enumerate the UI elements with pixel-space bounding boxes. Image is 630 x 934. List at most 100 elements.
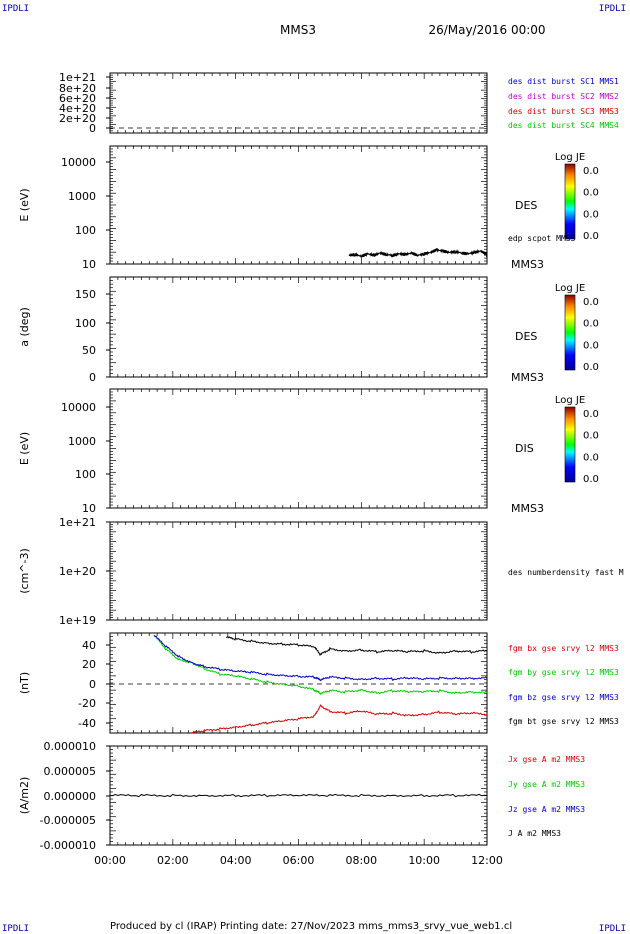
y-tick-label: 10000 bbox=[61, 401, 96, 414]
legend-entry: des dist burst SC2 MMS2 bbox=[508, 92, 619, 101]
spacecraft-label: MMS3 bbox=[511, 502, 544, 515]
colorbar-label: 0.0 bbox=[583, 409, 599, 420]
series-line-bz bbox=[153, 634, 488, 682]
y-tick-label: 1e+20 bbox=[59, 565, 96, 578]
colorbar-label: 0.0 bbox=[583, 340, 599, 351]
legend-entry: des numberdensity fast M bbox=[508, 568, 624, 577]
y-tick-label: 10000 bbox=[61, 156, 96, 169]
y-axis-label: (nT) bbox=[18, 672, 31, 694]
corner-label-bottom-left: IPDLI bbox=[2, 924, 30, 934]
y-tick-label: 50 bbox=[82, 344, 96, 357]
panel-frame bbox=[109, 145, 488, 265]
legend-entry: fgm bz gse srvy l2 MMS3 bbox=[508, 693, 619, 702]
y-tick-label: -0.000005 bbox=[40, 814, 96, 827]
y-tick-label: 150 bbox=[75, 288, 96, 301]
legend-entry: des dist burst SC1 MMS1 bbox=[508, 77, 619, 86]
y-axis-label: E (eV) bbox=[18, 432, 31, 465]
y-tick-label: 10 bbox=[82, 502, 96, 515]
y-tick-label: 1e+19 bbox=[59, 614, 96, 627]
colorbar-label: 0.0 bbox=[583, 431, 599, 442]
series-line-j bbox=[109, 793, 488, 798]
y-tick-label: 6e+20 bbox=[59, 92, 96, 105]
product-label: DES bbox=[515, 330, 537, 343]
legend-entry: des dist burst SC4 MMS4 bbox=[508, 121, 619, 130]
y-tick-label: 100 bbox=[75, 317, 96, 330]
legend-entry: J A m2 MMS3 bbox=[508, 829, 561, 838]
spacecraft-label: MMS3 bbox=[511, 371, 544, 384]
overlay-label: edp scpot MMS3 bbox=[508, 234, 576, 243]
legend-entry: des dist burst SC3 MMS3 bbox=[508, 107, 619, 116]
overlay-series-line bbox=[348, 247, 488, 259]
y-tick-label: 1000 bbox=[68, 190, 96, 203]
y-tick-label: 0.000000 bbox=[44, 790, 97, 803]
y-tick-label: 1000 bbox=[68, 435, 96, 448]
colorbar-title: Log JE bbox=[555, 152, 585, 163]
colorbar-label: 0.0 bbox=[583, 209, 599, 220]
colorbar-title: Log JE bbox=[555, 395, 585, 406]
product-label: DES bbox=[515, 199, 537, 212]
y-tick-label: 8e+20 bbox=[59, 82, 96, 95]
y-tick-label: 0.000010 bbox=[44, 740, 97, 753]
colorbar-label: 0.0 bbox=[583, 188, 599, 199]
panel-frame bbox=[109, 521, 488, 621]
colorbar-label: 0.0 bbox=[583, 166, 599, 177]
x-tick-label: 12:00 bbox=[471, 854, 503, 867]
panel-frame bbox=[109, 276, 488, 378]
legend-entry: fgm bt gse srvy l2 MMS3 bbox=[508, 717, 619, 726]
y-tick-label: 2e+20 bbox=[59, 112, 96, 125]
series-line-bx bbox=[191, 704, 488, 734]
series-line-bt bbox=[226, 635, 488, 657]
colorbar-label: 0.0 bbox=[583, 474, 599, 485]
product-label: DIS bbox=[515, 442, 534, 455]
series-line-by bbox=[153, 634, 488, 695]
y-tick-label: 10 bbox=[82, 258, 96, 271]
colorbar-label: 0.0 bbox=[583, 362, 599, 373]
panel-frame bbox=[109, 388, 488, 509]
x-tick-label: 10:00 bbox=[408, 854, 440, 867]
colorbar bbox=[564, 163, 576, 240]
y-tick-label: 100 bbox=[75, 468, 96, 481]
y-axis-label: E (eV) bbox=[18, 188, 31, 221]
legend-entry: fgm by gse srvy l2 MMS3 bbox=[508, 668, 619, 677]
spacecraft-title: MMS3 bbox=[280, 23, 316, 37]
spacecraft-label: MMS3 bbox=[511, 258, 544, 271]
y-tick-label: 20 bbox=[82, 658, 96, 671]
legend-entry: Jy gse A m2 MMS3 bbox=[508, 780, 585, 789]
panel-frame bbox=[109, 72, 488, 134]
y-tick-label: 0 bbox=[89, 678, 96, 691]
corner-label-top-right: IPDLI bbox=[598, 4, 626, 14]
y-tick-label: 0 bbox=[89, 371, 96, 384]
colorbar bbox=[564, 406, 576, 483]
legend-entry: fgm bx gse srvy l2 MMS3 bbox=[508, 644, 619, 653]
y-tick-label: -20 bbox=[78, 697, 96, 710]
y-tick-label: 1e+21 bbox=[59, 516, 96, 529]
datetime-title: 26/May/2016 00:00 bbox=[428, 23, 545, 37]
x-tick-label: 08:00 bbox=[345, 854, 377, 867]
colorbar-title: Log JE bbox=[555, 283, 585, 294]
y-tick-label: 4e+20 bbox=[59, 102, 96, 115]
y-tick-label: 40 bbox=[82, 639, 96, 652]
colorbar-label: 0.0 bbox=[583, 319, 599, 330]
y-axis-label: (A/m2) bbox=[18, 777, 31, 815]
legend-entry: Jz gse A m2 MMS3 bbox=[508, 805, 585, 814]
y-tick-label: -0.000010 bbox=[40, 839, 96, 852]
x-tick-label: 06:00 bbox=[283, 854, 315, 867]
colorbar-label: 0.0 bbox=[583, 452, 599, 463]
colorbar-label: 0.0 bbox=[583, 297, 599, 308]
legend-entry: Jx gse A m2 MMS3 bbox=[508, 755, 585, 764]
y-tick-label: 0 bbox=[89, 122, 96, 135]
y-axis-label: a (deg) bbox=[18, 307, 31, 347]
x-tick-label: 04:00 bbox=[220, 854, 252, 867]
corner-label-top-left: IPDLI bbox=[2, 4, 30, 14]
y-tick-label: 1e+21 bbox=[59, 71, 96, 84]
x-tick-label: 02:00 bbox=[157, 854, 189, 867]
colorbar bbox=[564, 294, 576, 371]
colorbar-label: 0.0 bbox=[583, 231, 599, 242]
footer-credit: Produced by cl (IRAP) Printing date: 27/… bbox=[110, 921, 512, 932]
y-tick-label: 0.000005 bbox=[44, 765, 97, 778]
x-tick-label: 00:00 bbox=[94, 854, 126, 867]
corner-label-bottom-right: IPDLI bbox=[598, 924, 626, 934]
y-tick-label: 100 bbox=[75, 224, 96, 237]
y-tick-label: -40 bbox=[78, 717, 96, 730]
